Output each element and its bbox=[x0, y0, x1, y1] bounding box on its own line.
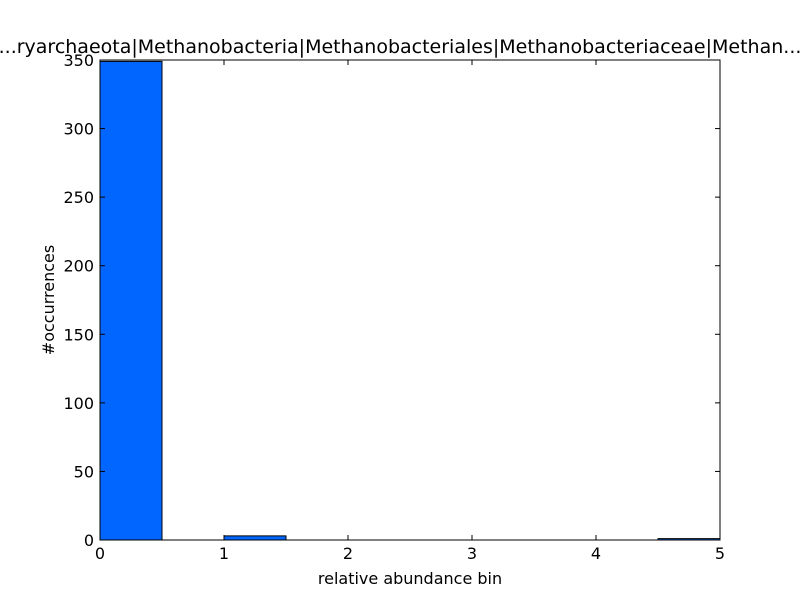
y-tick-label-4: 200 bbox=[63, 257, 94, 276]
plot-frame bbox=[99, 59, 721, 541]
x-tick-label-1: 1 bbox=[219, 544, 229, 563]
bars-group bbox=[99, 60, 721, 541]
y-tick-label-1: 50 bbox=[74, 462, 94, 481]
y-tick-label-3: 150 bbox=[63, 325, 94, 344]
histogram-bar-0 bbox=[99, 60, 163, 541]
histogram-bar-2 bbox=[223, 535, 287, 541]
y-tick-label-2: 100 bbox=[63, 394, 94, 413]
y-tick-label-7: 350 bbox=[63, 51, 94, 70]
x-tick-label-4: 4 bbox=[591, 544, 601, 563]
x-tick-label-5: 5 bbox=[715, 544, 725, 563]
x-axis-label: relative abundance bin bbox=[318, 569, 502, 588]
y-axis-label: #occurrences bbox=[39, 245, 58, 355]
x-tick-label-3: 3 bbox=[467, 544, 477, 563]
x-tick-label-0: 0 bbox=[95, 544, 105, 563]
y-tick-label-5: 250 bbox=[63, 188, 94, 207]
y-tick-label-0: 0 bbox=[84, 531, 94, 550]
chart-title: ...ryarchaeota|Methanobacteria|Methanoba… bbox=[0, 36, 800, 58]
x-tick-label-2: 2 bbox=[343, 544, 353, 563]
y-tick-label-6: 300 bbox=[63, 120, 94, 139]
